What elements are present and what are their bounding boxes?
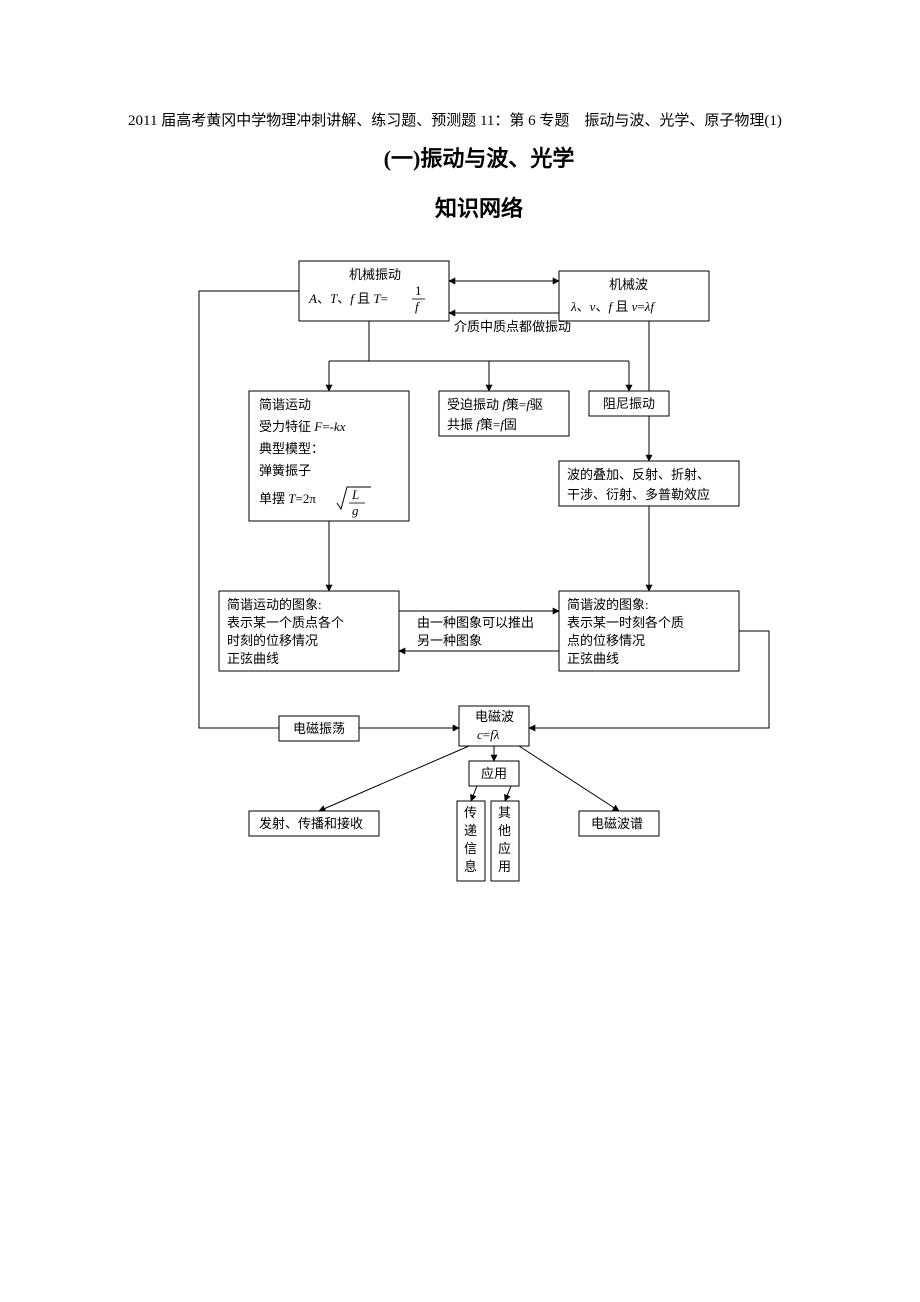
svg-text:1: 1 [415, 283, 422, 298]
svg-text:电磁振荡: 电磁振荡 [293, 721, 345, 736]
svg-text:简谐波的图象:: 简谐波的图象: [567, 597, 649, 612]
svg-text:传: 传 [464, 805, 477, 820]
node-spectrum: 电磁波谱 [579, 811, 659, 836]
node-mech-osc: 机械振动 A、T、f 且 T= 1 f [299, 261, 449, 321]
svg-text:应: 应 [498, 841, 511, 856]
node-damped: 阻尼振动 [589, 391, 669, 416]
svg-text:典型模型：: 典型模型： [259, 441, 324, 456]
svg-text:机械波: 机械波 [609, 277, 648, 292]
svg-text:阻尼振动: 阻尼振动 [603, 396, 655, 411]
node-forced: 受迫振动 f策=f驱 共振 f策=f固 [439, 391, 569, 436]
svg-text:共振 f策=f固: 共振 f策=f固 [447, 417, 517, 432]
node-em-osc: 电磁振荡 [279, 716, 359, 741]
svg-text:弹簧振子: 弹簧振子 [259, 463, 311, 478]
svg-text:其: 其 [498, 805, 511, 820]
svg-text:机械振动: 机械振动 [349, 267, 401, 282]
edge-label-trans2: 另一种图象 [417, 633, 482, 648]
edge-app-info [471, 786, 477, 801]
node-wave-graph: 简谐波的图象: 表示某一时刻各个质 点的位移情况 正弦曲线 [559, 591, 739, 671]
svg-text:电磁波谱: 电磁波谱 [591, 816, 643, 831]
node-wave-phenom: 波的叠加、反射、折射、 干涉、衍射、多普勒效应 [559, 461, 739, 506]
svg-text:用: 用 [498, 859, 511, 874]
svg-text:单摆 T=2π: 单摆 T=2π [259, 491, 316, 506]
diagram-title: 知识网络 [128, 191, 830, 223]
node-shm-graph: 简谐运动的图象: 表示某一个质点各个 时刻的位移情况 正弦曲线 [219, 591, 399, 671]
svg-text:息: 息 [464, 859, 477, 874]
svg-text:g: g [352, 503, 359, 518]
section-title: (一)振动与波、光学 [128, 141, 830, 173]
svg-text:波的叠加、反射、折射、: 波的叠加、反射、折射、 [567, 467, 710, 482]
edge-emwave-spectrum [519, 746, 619, 811]
svg-text:简谐运动的图象:: 简谐运动的图象: [227, 597, 322, 612]
node-emit: 发射、传播和接收 [249, 811, 379, 836]
edge-app-other [505, 786, 511, 801]
svg-text:简谐运动: 简谐运动 [259, 397, 311, 412]
node-mech-wave: 机械波 λ、v、f 且 v=λf [559, 271, 709, 321]
svg-text:干涉、衍射、多普勒效应: 干涉、衍射、多普勒效应 [567, 487, 710, 502]
svg-text:表示某一时刻各个质: 表示某一时刻各个质 [567, 615, 684, 630]
svg-text:信: 信 [464, 841, 477, 856]
svg-text:受迫振动 f策=f驱: 受迫振动 f策=f驱 [447, 397, 543, 412]
node-shm: 简谐运动 受力特征 F=-kx 典型模型： 弹簧振子 单摆 T=2π L g [249, 391, 409, 521]
header-text: 2011 届高考黄冈中学物理冲刺讲解、练习题、预测题 11：第 6 专题 振动与… [128, 110, 830, 133]
node-app: 应用 [469, 761, 519, 786]
node-other: 其 他 应 用 [491, 801, 519, 881]
edge-emwave-emit [319, 746, 469, 811]
svg-text:L: L [351, 487, 359, 502]
svg-text:他: 他 [498, 823, 511, 838]
svg-text:A、T、f 且 T=: A、T、f 且 T= [308, 291, 388, 306]
svg-text:正弦曲线: 正弦曲线 [227, 651, 279, 666]
svg-text:点的位移情况: 点的位移情况 [567, 633, 645, 648]
node-info: 传 递 信 息 [457, 801, 485, 881]
svg-text:电磁波: 电磁波 [475, 709, 514, 724]
svg-text:受力特征 F=-kx: 受力特征 F=-kx [259, 419, 346, 434]
svg-text:应用: 应用 [481, 766, 507, 781]
svg-text:表示某一个质点各个: 表示某一个质点各个 [227, 615, 344, 630]
knowledge-network-diagram: 介质中质点都做振动 由一种图象可以推出 另一种图象 [159, 251, 799, 911]
svg-text:正弦曲线: 正弦曲线 [567, 651, 619, 666]
node-em-wave: 电磁波 c=fλ [459, 706, 529, 746]
svg-text:发射、传播和接收: 发射、传播和接收 [259, 816, 363, 831]
edge-label-medium: 介质中质点都做振动 [454, 319, 571, 334]
svg-text:c=fλ: c=fλ [477, 727, 500, 742]
svg-text:λ、v、f 且 v=λf: λ、v、f 且 v=λf [570, 299, 656, 314]
edge-label-trans1: 由一种图象可以推出 [417, 615, 534, 630]
svg-text:时刻的位移情况: 时刻的位移情况 [227, 633, 318, 648]
svg-text:递: 递 [464, 823, 477, 838]
